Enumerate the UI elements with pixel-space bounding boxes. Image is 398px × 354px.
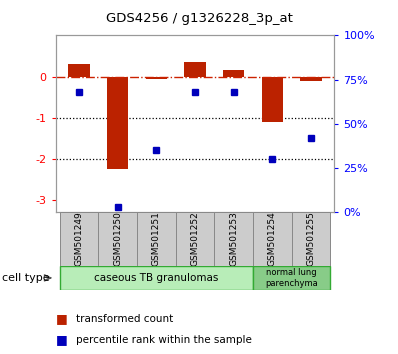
Text: GSM501249: GSM501249 xyxy=(74,212,84,266)
Text: normal lung
parenchyma: normal lung parenchyma xyxy=(265,268,318,287)
Bar xyxy=(215,212,253,266)
Text: GSM501251: GSM501251 xyxy=(152,211,161,267)
Bar xyxy=(223,70,244,76)
Text: ■: ■ xyxy=(56,312,68,325)
Text: transformed count: transformed count xyxy=(76,314,173,324)
Bar xyxy=(60,266,253,290)
Bar xyxy=(184,62,206,76)
Bar xyxy=(253,266,330,290)
Text: percentile rank within the sample: percentile rank within the sample xyxy=(76,335,252,345)
Bar xyxy=(60,212,98,266)
Text: ■: ■ xyxy=(56,333,68,346)
Bar xyxy=(300,76,322,81)
Text: GSM501252: GSM501252 xyxy=(191,212,199,266)
Bar xyxy=(176,212,215,266)
Text: GSM501254: GSM501254 xyxy=(268,212,277,266)
Text: cell type: cell type xyxy=(2,273,50,283)
Text: caseous TB granulomas: caseous TB granulomas xyxy=(94,273,219,283)
Bar xyxy=(137,212,176,266)
Bar xyxy=(146,76,167,79)
Bar xyxy=(253,212,292,266)
Bar xyxy=(98,212,137,266)
Bar xyxy=(68,64,90,76)
Bar xyxy=(107,76,128,169)
Text: GSM501250: GSM501250 xyxy=(113,211,122,267)
Bar xyxy=(262,76,283,122)
Text: GSM501255: GSM501255 xyxy=(306,211,316,267)
Bar xyxy=(292,212,330,266)
Text: GDS4256 / g1326228_3p_at: GDS4256 / g1326228_3p_at xyxy=(105,12,293,25)
Text: GSM501253: GSM501253 xyxy=(229,211,238,267)
